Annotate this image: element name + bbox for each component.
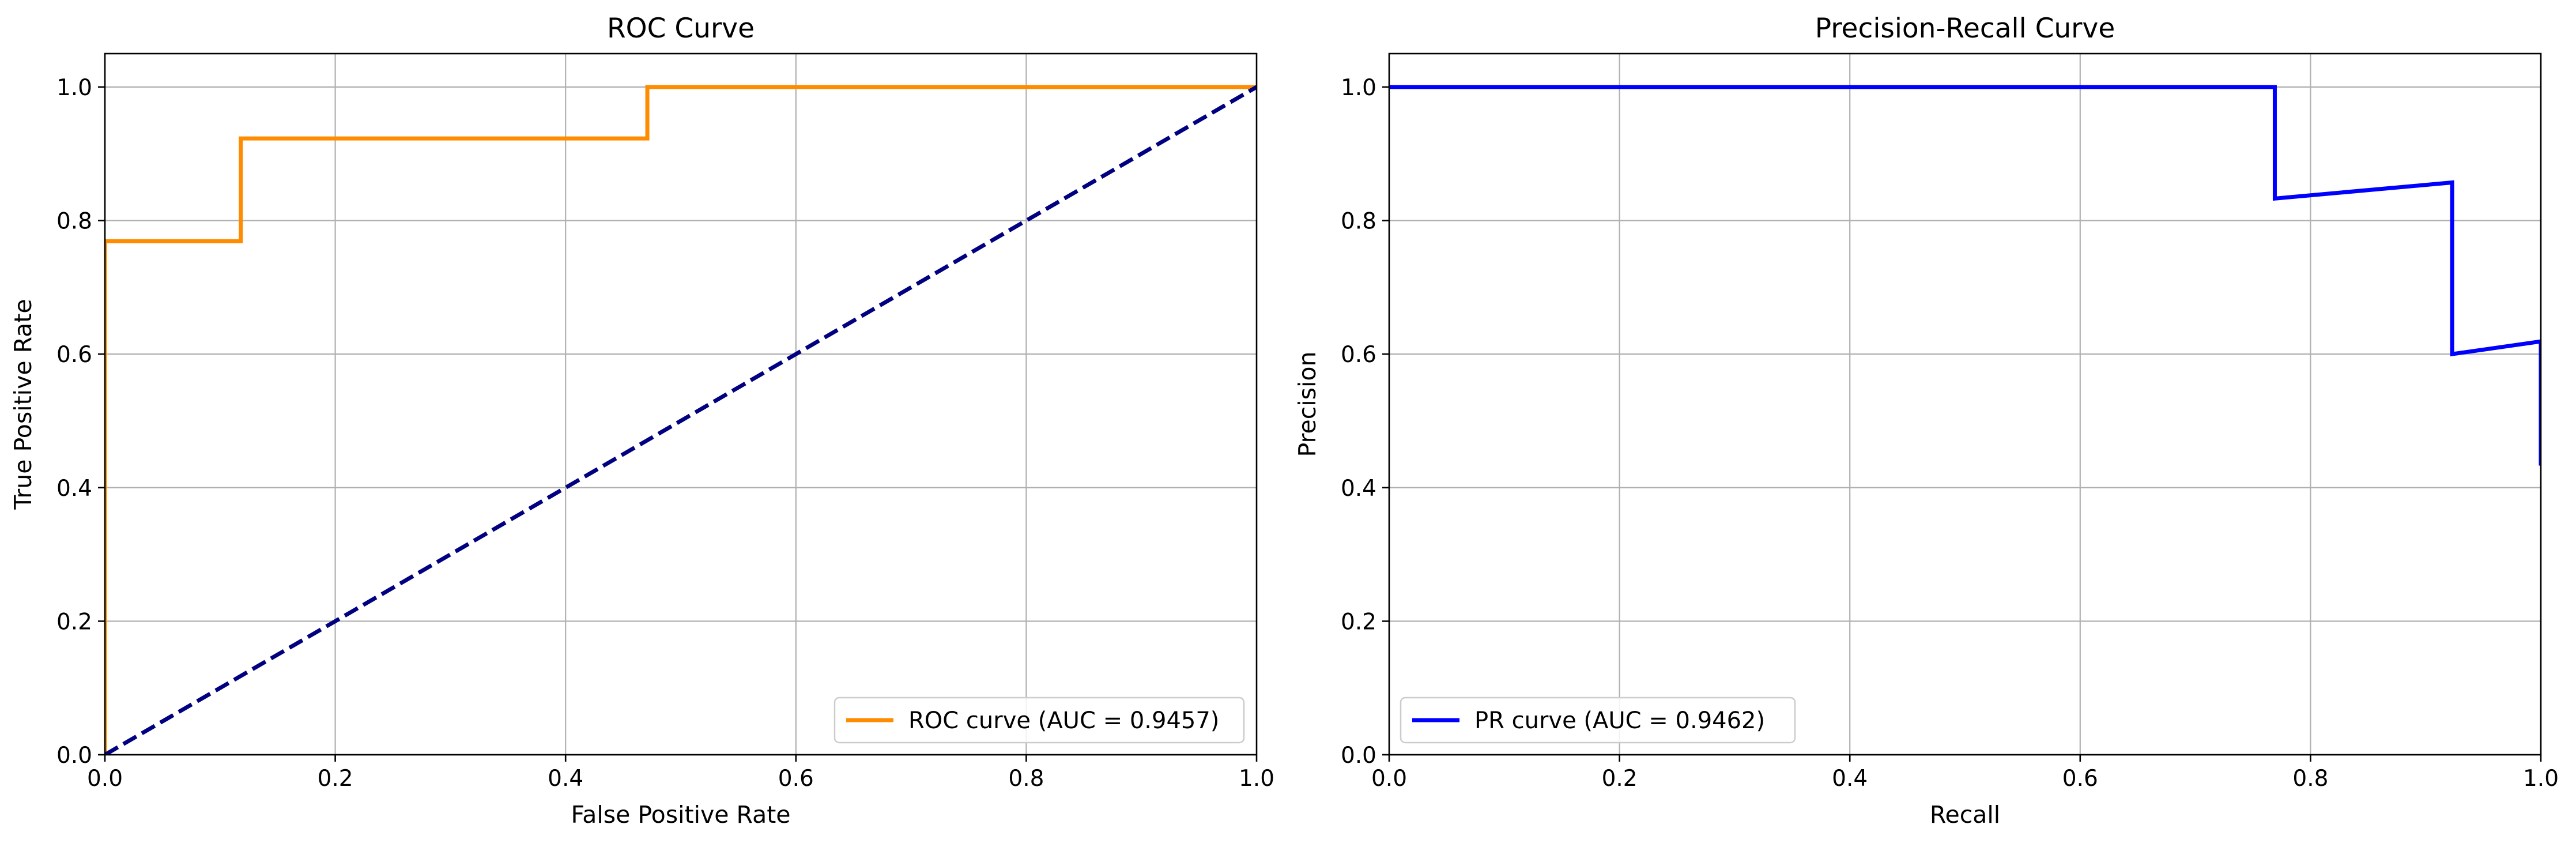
series-line	[1389, 85, 2541, 466]
x-tick-label: 0.4	[1832, 766, 1868, 792]
y-tick-label: 0.4	[56, 476, 92, 502]
y-tick-label: 0.6	[1341, 342, 1376, 368]
y-tick-label: 0.8	[1341, 209, 1376, 235]
axes-frame	[104, 52, 1258, 756]
diagonal-reference-line	[105, 85, 1257, 755]
y-axis-label: Precision	[1293, 352, 1321, 457]
y-tick-label: 0.6	[56, 342, 92, 368]
legend: PR curve (AUC = 0.9462)	[1400, 697, 1796, 744]
y-tick-label: 0.2	[1341, 609, 1376, 635]
x-tick-label: 0.4	[548, 766, 583, 792]
y-axis-label: True Positive Rate	[9, 299, 37, 510]
x-tick-label: 0.8	[2292, 766, 2328, 792]
series-line	[105, 85, 1257, 755]
x-tick-label: 1.0	[1239, 766, 1274, 792]
legend: ROC curve (AUC = 0.9457)	[833, 697, 1245, 744]
axes-frame	[1388, 52, 2542, 756]
legend-box	[833, 697, 1245, 744]
legend-entry: PR curve (AUC = 0.9462)	[1474, 707, 1765, 734]
x-tick-label: 0.2	[318, 766, 353, 792]
x-tick-label: 0.0	[87, 766, 123, 792]
x-tick-label: 0.2	[1602, 766, 1638, 792]
x-axis-label: False Positive Rate	[571, 801, 790, 829]
chart-1: 0.0 0.2 0.4 0.6 0.8 1.0 0.0 0.2 0.4 0.6 0.8 1.0 Prec…	[1293, 13, 2559, 829]
y-tick-label: 0.0	[1341, 743, 1376, 769]
y-tick-label: 0.8	[56, 209, 92, 235]
x-tick-label: 0.6	[2062, 766, 2098, 792]
y-tick-label: 0.0	[56, 743, 92, 769]
y-tick-label: 1.0	[56, 75, 92, 101]
legend-box	[1400, 697, 1796, 744]
x-axis-label: Recall	[1930, 801, 2000, 829]
x-tick-label: 0.8	[1008, 766, 1044, 792]
x-tick-label: 0.0	[1371, 766, 1407, 792]
x-tick-label: 0.6	[778, 766, 814, 792]
x-tick-label: 1.0	[2523, 766, 2559, 792]
chart-title: ROC Curve	[607, 13, 755, 44]
y-tick-label: 0.2	[56, 609, 92, 635]
chart-title: Precision-Recall Curve	[1815, 13, 2115, 44]
y-tick-label: 0.4	[1341, 476, 1376, 502]
y-tick-label: 1.0	[1341, 75, 1376, 101]
legend-entry: ROC curve (AUC = 0.9457)	[908, 707, 1219, 734]
chart-0: 0.0 0.2 0.4 0.6 0.8 1.0 0.0 0.2 0.4 0.6 0.8 1.0 ROC …	[9, 13, 1274, 829]
